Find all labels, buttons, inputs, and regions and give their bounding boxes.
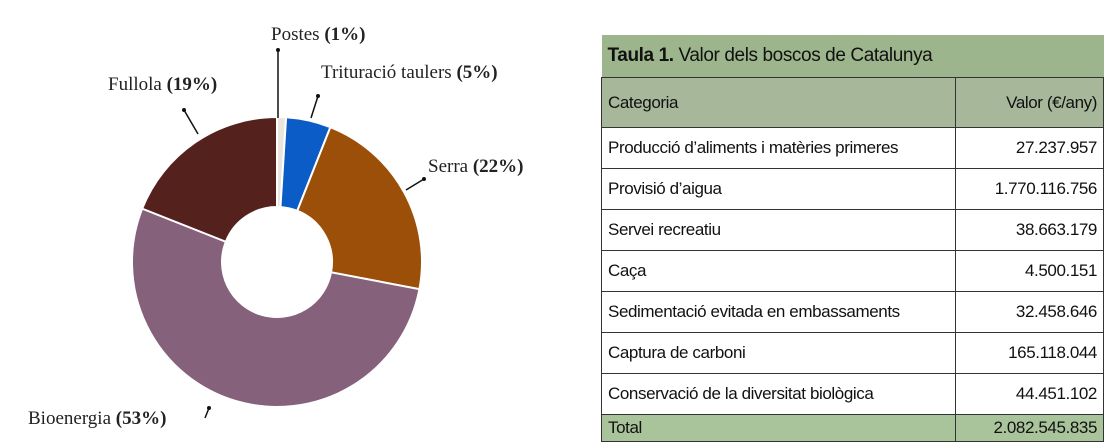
leader-dot [422,177,426,181]
table-row: Producció d’aliments i matèries primeres… [601,127,1104,169]
category-cell: Servei recreatiu [601,209,956,251]
header-cell: Valor (€/any) [955,77,1104,128]
value-cell: 44.451.102 [955,373,1104,415]
data-table: Taula 1. Valor dels boscos de Catalunya C… [601,35,1104,442]
slice-percent: (19%) [167,74,218,95]
table-header: Categoria Valor (€/any) [601,77,1104,128]
category-cell: Captura de carboni [601,332,956,374]
table-row: Caça 4.500.151 [601,250,1104,292]
leader-dot [182,108,186,112]
category-cell: Provisió d’aigua [601,168,956,210]
value-cell: 165.118.044 [955,332,1104,374]
leader-dot [276,48,280,52]
slice-percent: (22%) [473,156,524,177]
header-cell: Categoria [601,77,956,128]
slice-percent: (1%) [324,24,365,45]
donut-slice [295,125,423,291]
donut-slice [140,115,278,244]
category-cell: Conservació de la diversitat biològica [601,373,956,415]
value-cell: 27.237.957 [955,127,1104,169]
value-cell: 1.770.116.756 [955,168,1104,210]
category-cell: Sedimentació evitada en embassaments [601,291,956,333]
caption-cell: Taula 1. Valor dels boscos de Catalunya [601,35,1104,78]
slice-name: Serra [428,156,469,177]
total-label: Total [601,414,956,442]
value-cell: 4.500.151 [955,250,1104,292]
value-cell: 32.458.646 [955,291,1104,333]
category-cell: Caça [601,250,956,292]
table-row: Servei recreatiu 38.663.179 [601,209,1104,251]
slice-percent: (53%) [116,408,167,429]
slice-label: Fullola (19%) [108,74,217,95]
slice-label: Bioenergia (53%) [28,408,166,429]
slice-name: Fullola [108,74,162,95]
slice-label: Postes (1%) [271,24,365,45]
caption-prefix: Taula 1. [607,45,675,66]
slice-label: Trituració taulers (5%) [321,62,498,83]
value-cell: 38.663.179 [955,209,1104,251]
table-row: Sedimentació evitada en embassaments 32.4… [601,291,1104,333]
leader-dot [316,94,320,98]
category-cell: Producció d’aliments i matèries primeres [601,127,956,169]
slice-percent: (5%) [456,62,497,83]
caption-title: Valor dels boscos de Catalunya [678,45,933,66]
donut-chart: Postes (1%) Trituració taulers (5%) Serra … [28,24,524,429]
slice-label: Serra (22%) [428,156,524,177]
total-value: 2.082.545.835 [955,414,1104,442]
leader-line [310,95,319,119]
table-caption: Taula 1. Valor dels boscos de Catalunya [601,35,1104,78]
leader-line [183,109,199,135]
leader-dot [207,406,211,410]
total-row: Total 2.082.545.835 [601,414,1104,442]
slice-name: Postes [271,24,320,45]
slice-name: Trituració taulers [321,62,452,83]
table-row: Conservació de la diversitat biològica 44… [601,373,1104,415]
table-row: Captura de carboni 165.118.044 [601,332,1104,374]
table-row: Provisió d’aigua 1.770.116.756 [601,168,1104,210]
slice-name: Bioenergia [28,408,112,429]
donut-slice [131,207,421,408]
leader-line [405,178,425,191]
